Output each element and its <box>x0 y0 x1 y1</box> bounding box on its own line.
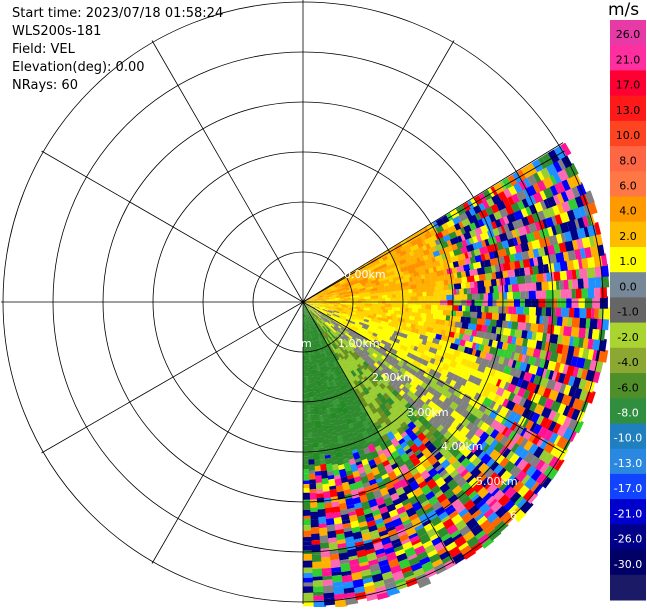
colorbar-segment <box>610 247 646 273</box>
colorbar-segment <box>610 146 646 172</box>
colorbar-segment <box>610 45 646 71</box>
range-label: 4.00km <box>441 440 483 453</box>
colorbar-tick-label: -17.0 <box>614 482 642 495</box>
colorbar: 26.0 21.0 17.0 13.0 10.0 8.0 6.0 4.0 2.0 1.0 0.0 -1… <box>610 20 646 601</box>
colorbar-segment <box>610 221 646 248</box>
colorbar-tick-label: 21.0 <box>616 53 641 66</box>
range-label-fragment: m <box>301 337 312 350</box>
polar-grid <box>1 0 605 604</box>
colorbar-segment <box>610 549 646 576</box>
range-label: 5.00km <box>476 475 518 488</box>
colorbar-tick-label: -21.0 <box>614 507 642 520</box>
range-label: 2.00km <box>372 371 414 384</box>
colorbar-segment <box>610 524 646 550</box>
colorbar-segment <box>610 473 646 500</box>
range-label: 3.00km <box>407 406 449 419</box>
colorbar-tick-label: -30.0 <box>614 558 642 571</box>
nrays-label: NRays: 60 <box>12 78 78 93</box>
colorbar-segment <box>610 322 646 349</box>
colorbar-tick-label: 6.0 <box>619 180 637 193</box>
colorbar-tick-label: -26.0 <box>614 533 642 546</box>
colorbar-segment <box>610 120 646 147</box>
range-labels: 1.00km 2.00km 3.00km 4.00km 5.00km 6 0.00km m <box>301 268 518 522</box>
field-label: Field: VEL <box>12 42 75 57</box>
colorbar-segment <box>610 574 646 601</box>
colorbar-tick-label: -1.0 <box>617 306 638 319</box>
colorbar-segment <box>610 423 646 450</box>
colorbar-tick-label: 13.0 <box>616 104 641 117</box>
colorbar-segment <box>610 499 646 525</box>
colorbar-segment <box>610 196 646 223</box>
colorbar-tick-label: -13.0 <box>614 457 642 470</box>
colorbar-segment <box>610 272 646 298</box>
colorbar-tick-label: 26.0 <box>616 28 641 41</box>
colorbar-segment <box>610 448 646 475</box>
colorbar-tick-label: -6.0 <box>617 381 638 394</box>
colorbar-tick-label: 0.0 <box>619 280 637 293</box>
colorbar-tick-label: -8.0 <box>617 406 638 419</box>
colorbar-tick-label: 8.0 <box>619 154 637 167</box>
elevation-label: Elevation(deg): 0.00 <box>12 60 145 75</box>
colorbar-segment <box>610 373 646 399</box>
colorbar-tick-label: 17.0 <box>616 79 641 92</box>
colorbar-segment <box>610 398 646 424</box>
colorbar-tick-label: 10.0 <box>616 129 641 142</box>
colorbar-tick-label: 2.0 <box>619 230 637 243</box>
velocity-data-layer <box>303 142 612 609</box>
colorbar-segment <box>610 95 646 122</box>
start-time-label: Start time: 2023/07/18 01:58:24 <box>12 6 224 21</box>
colorbar-segment <box>610 347 646 374</box>
colorbar-segment <box>610 70 646 97</box>
range-label-fragment: 0.00km <box>344 268 386 281</box>
range-label: 1.00km <box>338 337 380 350</box>
colorbar-segment <box>610 297 646 324</box>
instrument-label: WLS200s-181 <box>12 24 102 39</box>
range-label: 6 <box>510 509 517 522</box>
colorbar-segment <box>610 171 646 197</box>
colorbar-tick-label: -4.0 <box>617 356 638 369</box>
colorbar-tick-label: 1.0 <box>619 255 637 268</box>
colorbar-tick-label: -10.0 <box>614 432 642 445</box>
colorbar-tick-label: 4.0 <box>619 205 637 218</box>
colorbar-segment <box>610 20 646 46</box>
colorbar-tick-label: -2.0 <box>617 331 638 344</box>
colorbar-unit: m/s <box>608 0 640 20</box>
